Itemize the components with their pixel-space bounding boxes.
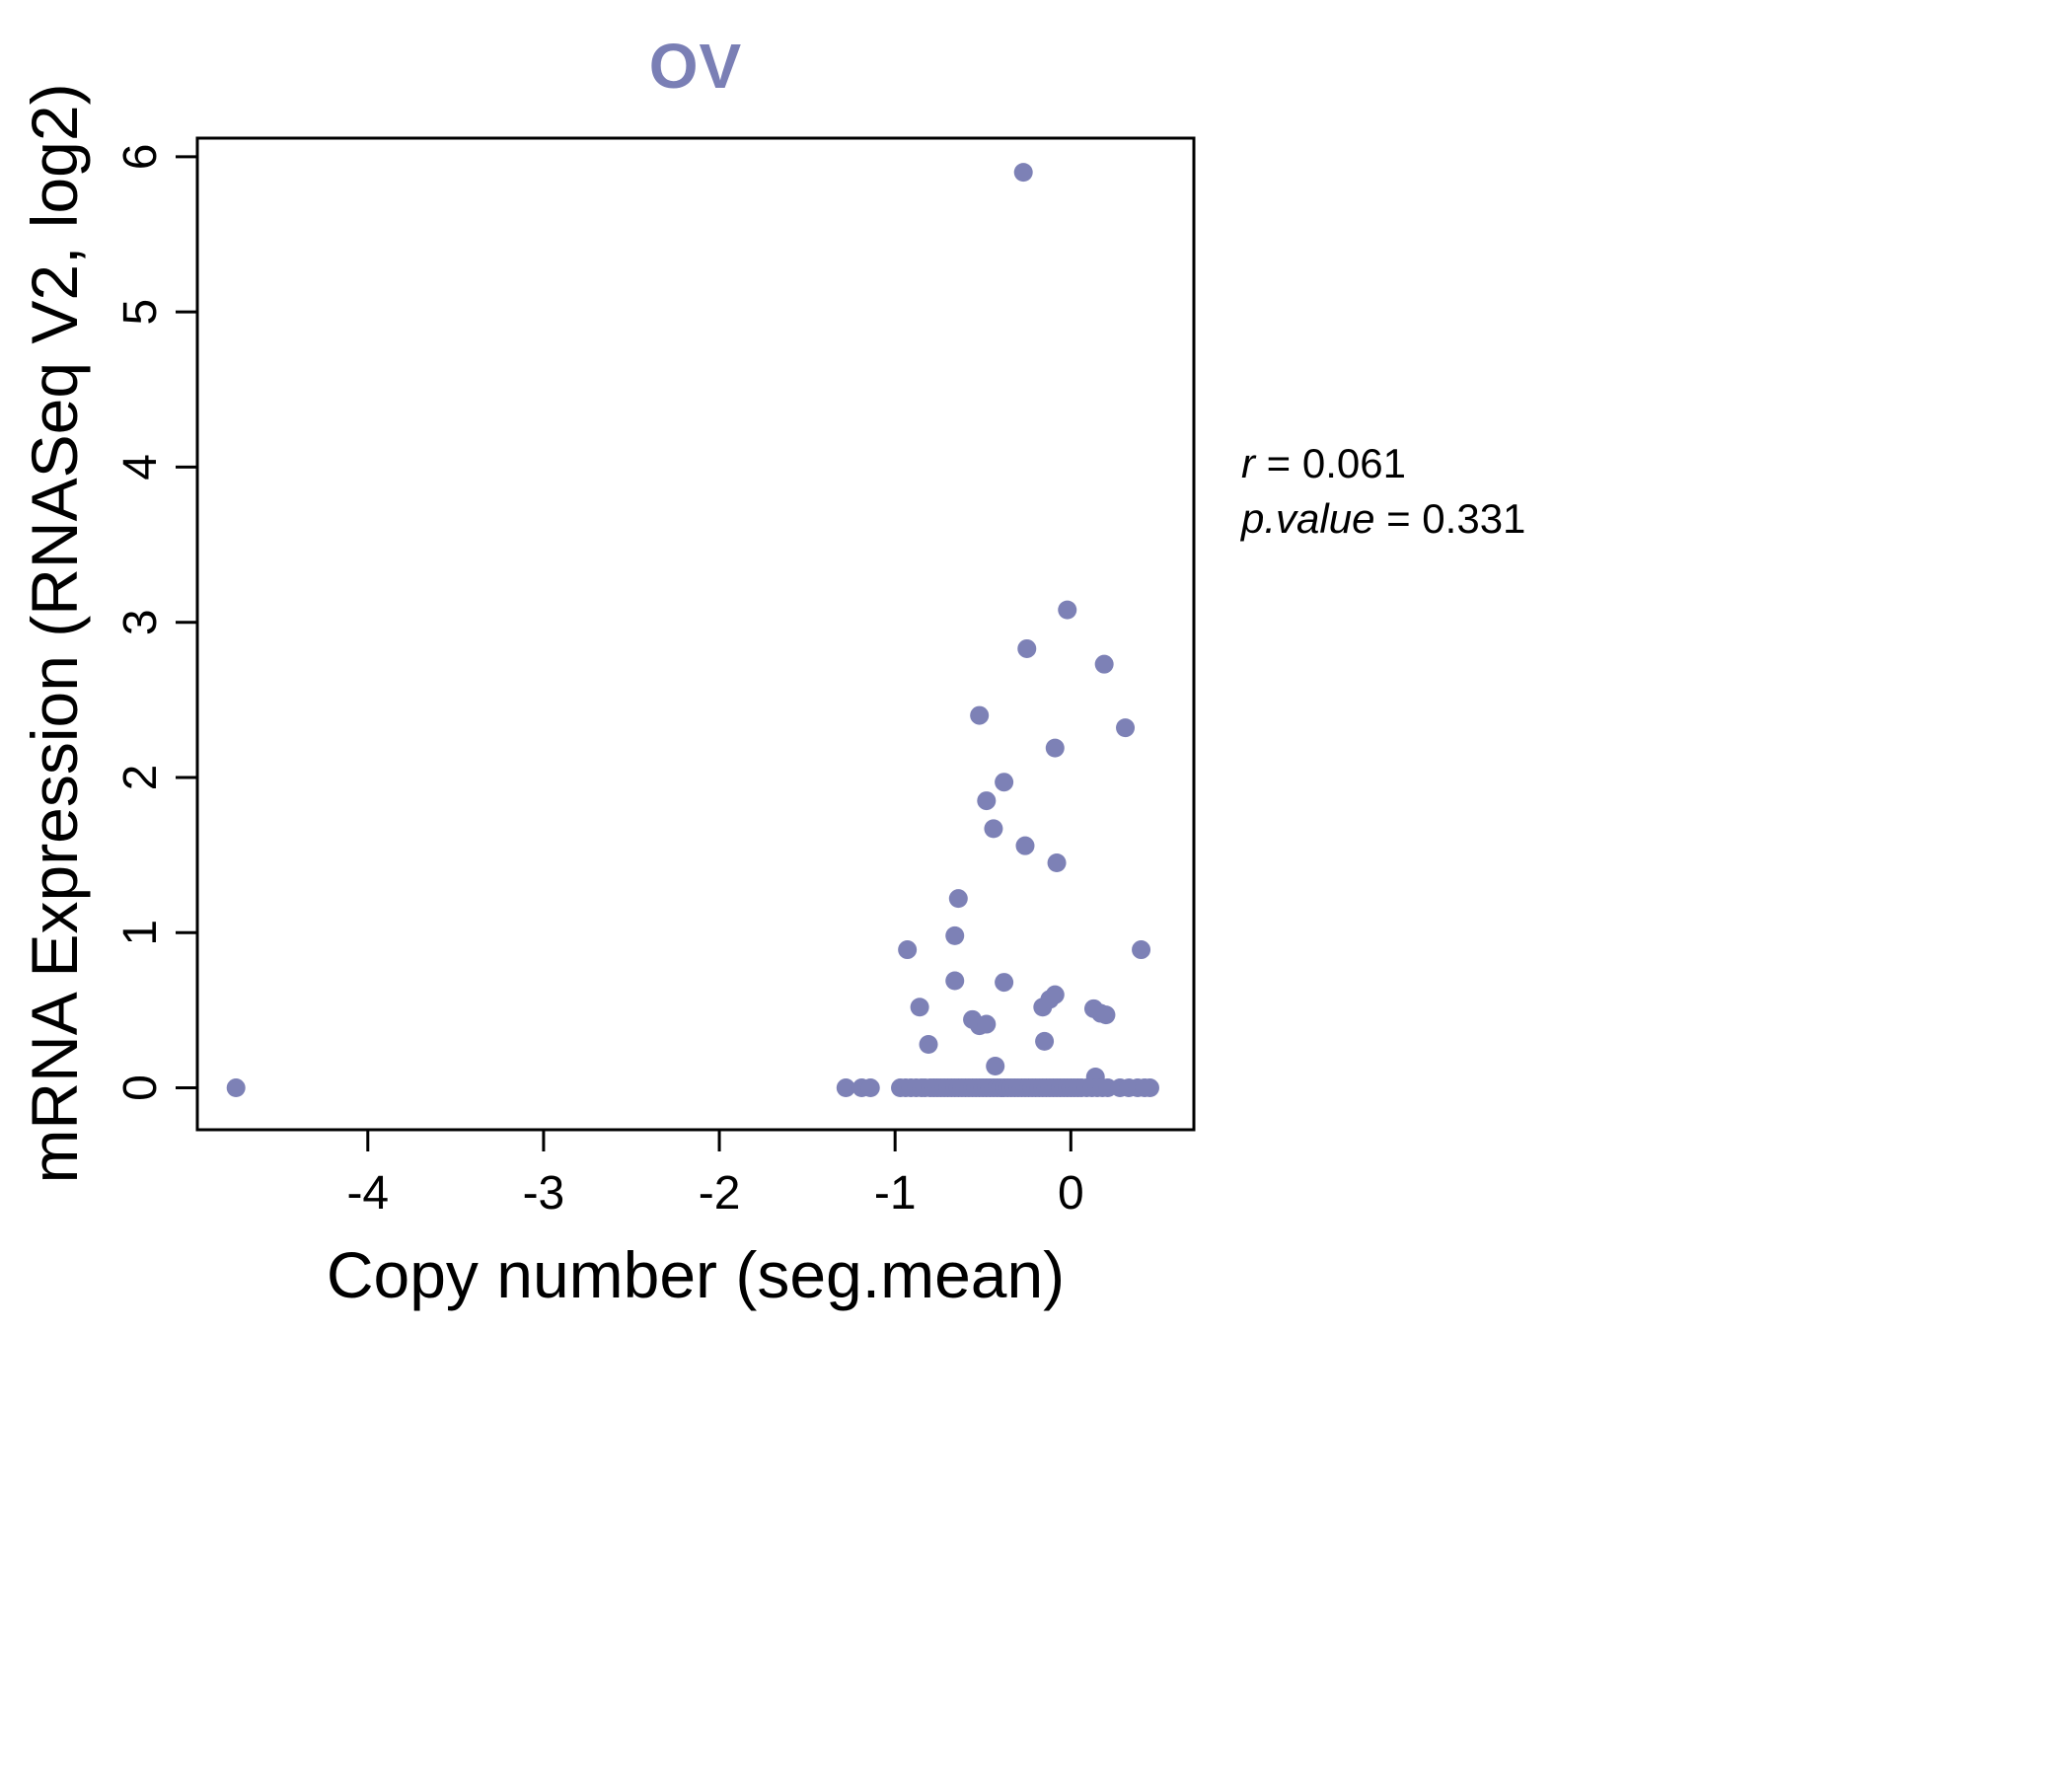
y-axis-label: mRNA Expression (RNASeq V2, log2): [18, 83, 91, 1184]
data-point: [945, 971, 965, 991]
data-point: [1045, 985, 1065, 1004]
y-tick-label: 3: [114, 609, 167, 635]
pvalue-var: p.value: [1241, 495, 1375, 542]
data-point: [948, 889, 968, 909]
data-point: [836, 1078, 855, 1098]
x-tick-label: -1: [874, 1167, 917, 1220]
y-tick-label: 1: [114, 920, 167, 946]
x-tick-label: 0: [1058, 1167, 1084, 1220]
y-tick-label: 5: [114, 299, 167, 326]
data-point: [1116, 718, 1136, 738]
data-point: [910, 998, 929, 1017]
data-point: [1094, 654, 1114, 674]
x-tick-label: -3: [523, 1167, 565, 1220]
data-point: [1035, 1031, 1055, 1051]
r-var: r: [1241, 440, 1255, 486]
data-point: [898, 940, 918, 960]
data-point: [1015, 836, 1035, 855]
data-point: [1058, 600, 1077, 620]
data-point: [1096, 1005, 1116, 1025]
data-point: [995, 973, 1014, 993]
y-tick-label: 4: [114, 454, 167, 481]
x-tick-label: -2: [699, 1167, 741, 1220]
data-point: [984, 819, 1003, 839]
x-tick-label: -4: [346, 1167, 389, 1220]
data-point: [995, 773, 1014, 792]
correlation-annotation: r = 0.061 p.value = 0.331: [1241, 436, 1525, 547]
data-point: [226, 1078, 246, 1098]
y-tick-label: 6: [114, 144, 167, 171]
data-point: [945, 925, 965, 945]
data-point: [1013, 163, 1033, 183]
data-point: [977, 791, 997, 811]
r-value: = 0.061: [1255, 440, 1406, 486]
y-tick-label: 2: [114, 765, 167, 791]
data-point: [1132, 940, 1151, 960]
plot-border: [195, 136, 1196, 1132]
data-point: [970, 705, 990, 725]
x-axis-label: Copy number (seg.mean): [326, 1238, 1066, 1311]
pvalue-value: = 0.331: [1374, 495, 1526, 542]
y-tick-label: 0: [114, 1074, 167, 1101]
data-point: [860, 1078, 880, 1098]
data-point: [919, 1034, 938, 1054]
data-point: [1017, 638, 1037, 658]
data-point: [977, 1014, 997, 1034]
data-point: [1140, 1078, 1159, 1098]
chart-title: OV: [648, 31, 743, 102]
data-point: [1047, 852, 1067, 872]
annotation-line-r: r = 0.061: [1241, 436, 1525, 491]
annotation-line-pvalue: p.value = 0.331: [1241, 491, 1525, 547]
data-point: [1045, 738, 1065, 758]
data-point: [986, 1057, 1005, 1076]
